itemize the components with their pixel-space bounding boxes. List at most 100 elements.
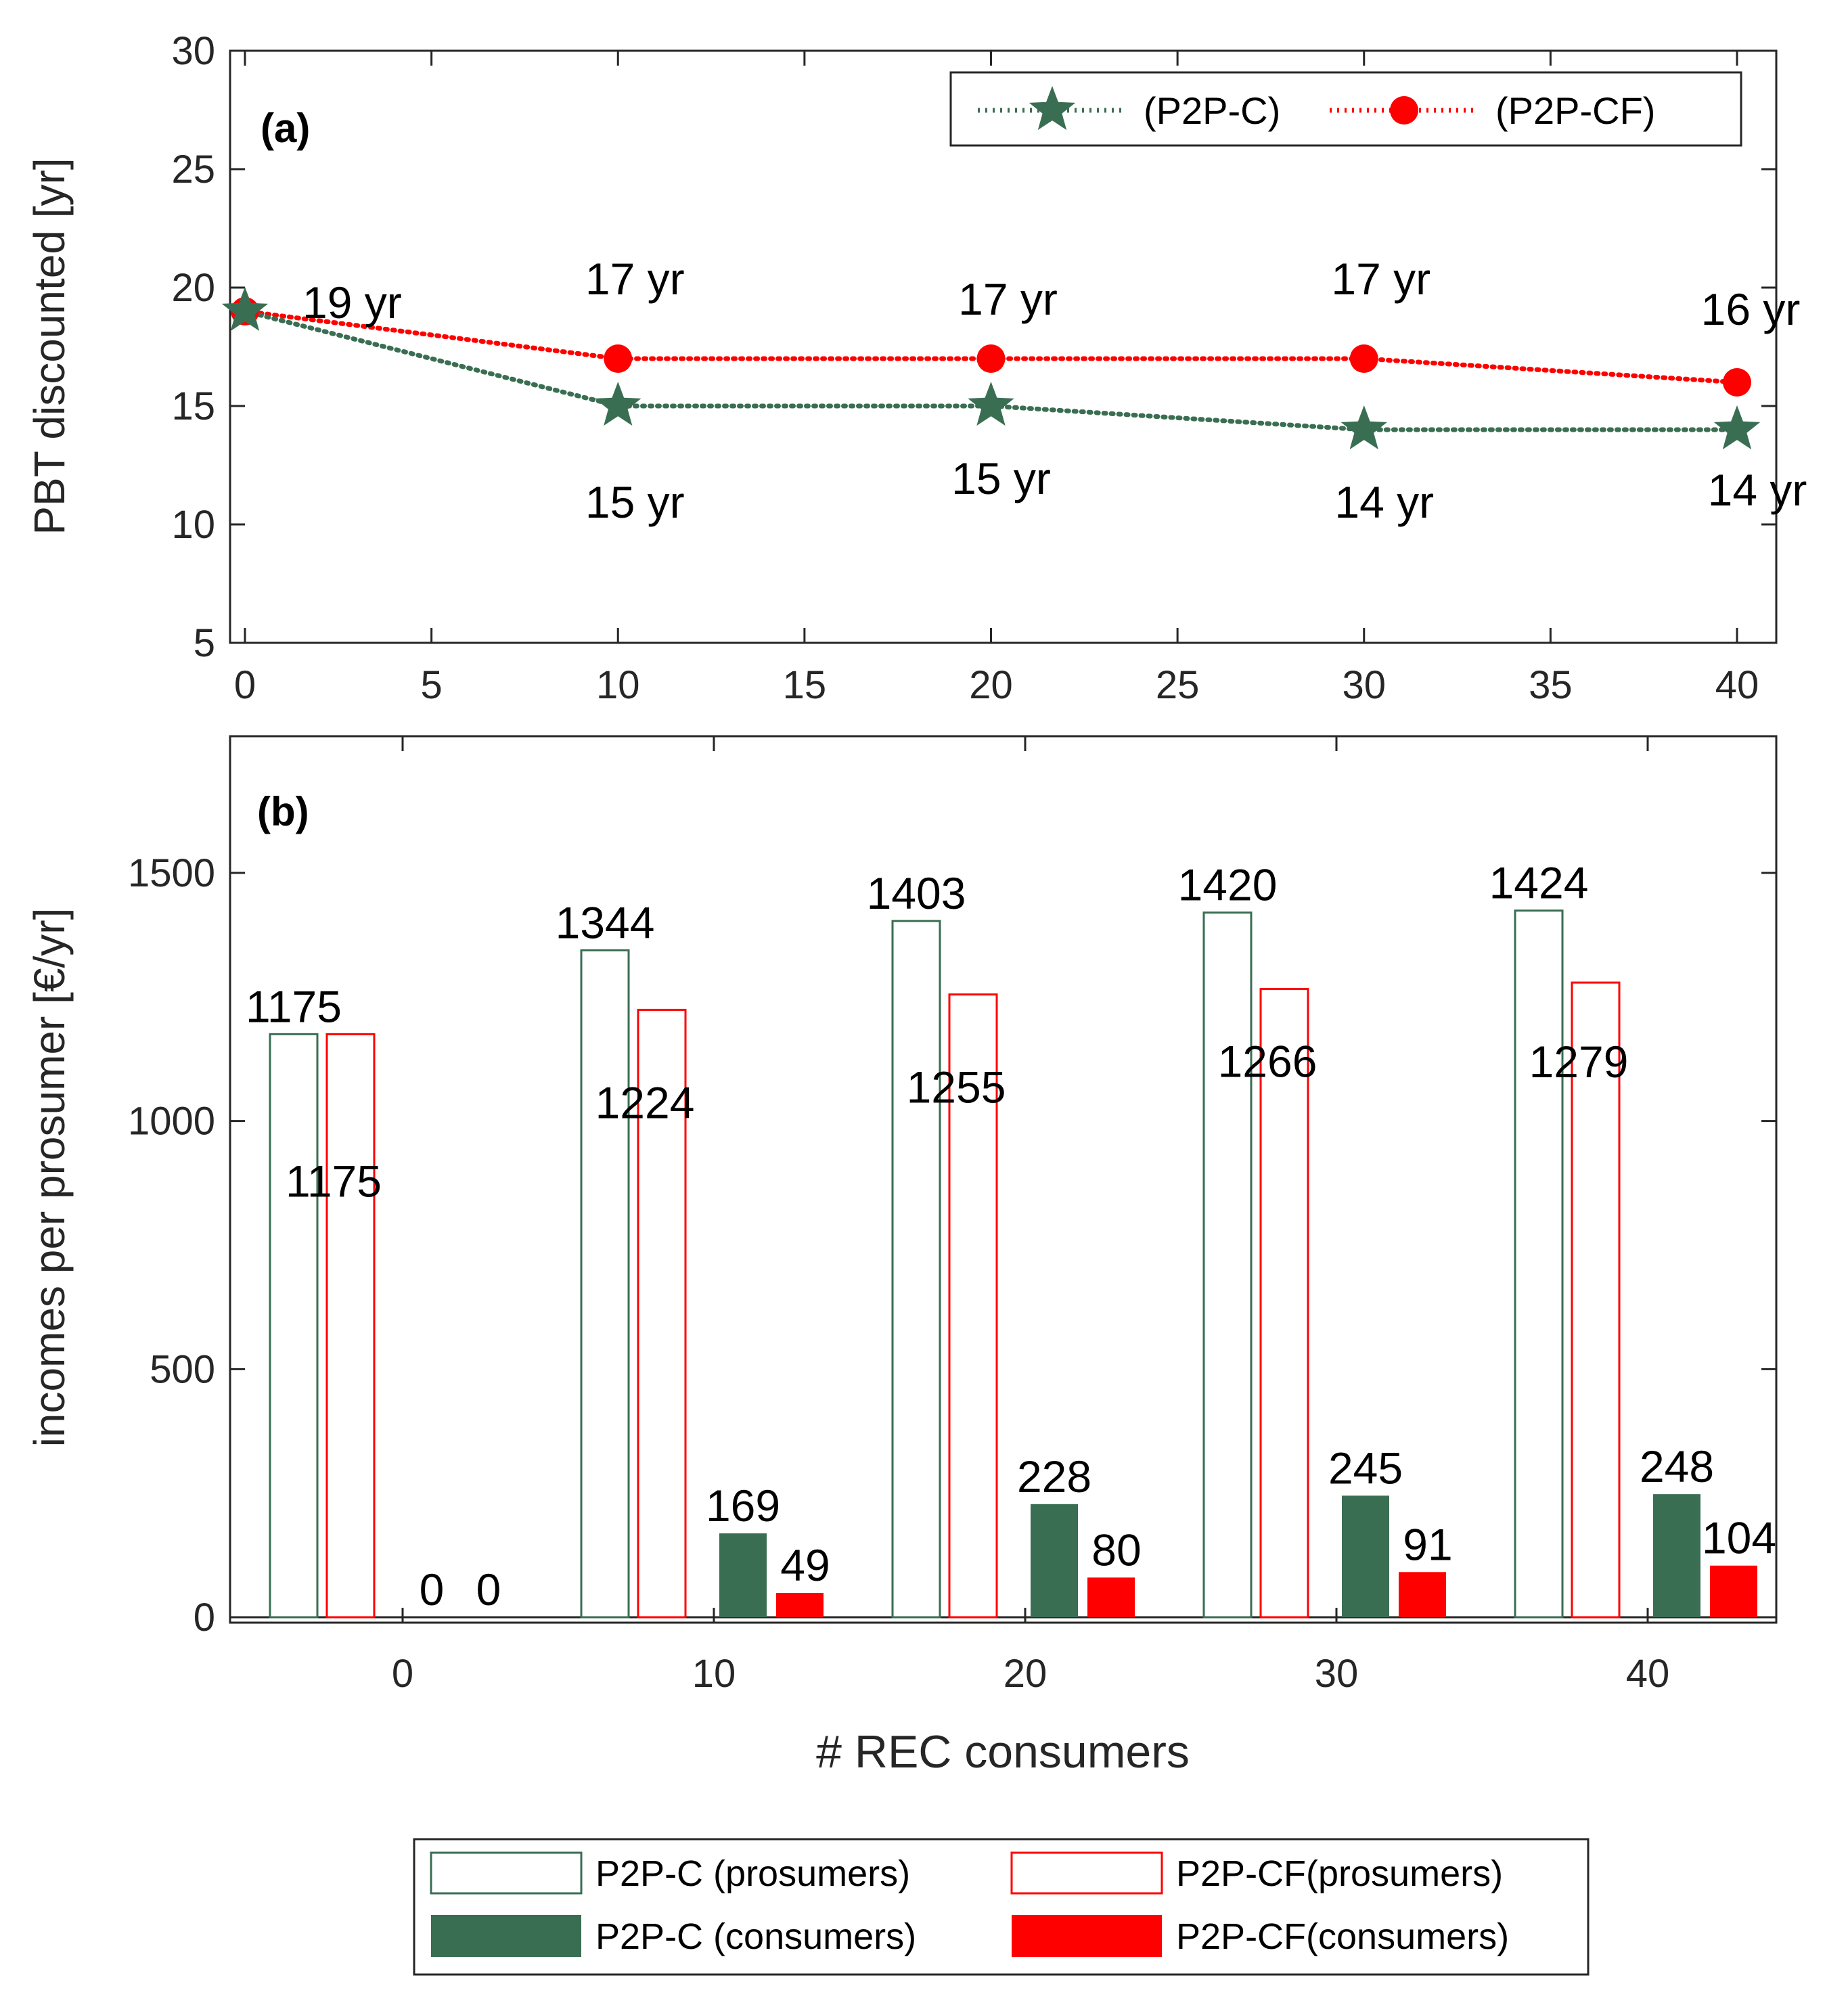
data-label-p2p-cf-consumers-: 104 — [1702, 1513, 1776, 1563]
data-label-p2p-cf: 16 yr — [1701, 284, 1801, 334]
panel-a-legend: (P2P-C) (P2P-CF) — [949, 71, 1742, 147]
panel-b-bars — [269, 909, 1757, 1619]
legend-b-swatch-outline-red — [1010, 1851, 1163, 1895]
legend-b-swatch-filled-red — [1012, 1915, 1162, 1957]
x-tick-label: 35 — [1529, 663, 1573, 707]
data-label-p2p-c-prosumers-: 1424 — [1489, 858, 1589, 908]
point-p2p-cf — [1723, 368, 1751, 397]
panel-a-data-labels: 19 yr 17 yr 15 yr 17 yr 15 yr 17 yr 14 yr 16 yr… — [302, 254, 1807, 527]
y-tick-label: 25 — [171, 148, 215, 191]
legend-b-p2p-cf-prosumers: P2P-CF(prosumers) — [1010, 1851, 1503, 1895]
data-label-p2p-c-prosumers-: 1420 — [1178, 860, 1278, 910]
bar-p2p-cf-consumers- — [1710, 1565, 1757, 1617]
panel-b-legend-box — [413, 1838, 1590, 1976]
data-label-p2p-cf-consumers-: 0 — [476, 1564, 501, 1615]
bar-p2p-c-prosumers- — [580, 949, 630, 1619]
data-label-p2p-c-consumers-: 248 — [1640, 1441, 1714, 1491]
data-label-p2p-cf: 17 yr — [958, 274, 1058, 324]
data-label-p2p-cf-consumers-: 80 — [1091, 1525, 1141, 1575]
bar-p2p-cf-prosumers- — [948, 993, 998, 1619]
panel-b-ticks: 0 500 1000 1500 0 10 20 30 40 — [128, 736, 1776, 1696]
point-p2p-c — [1340, 405, 1387, 450]
x-tick-label: 40 — [1715, 663, 1759, 707]
data-label-p2p-c: 15 yr — [951, 453, 1051, 503]
legend-b-label: P2P-CF(prosumers) — [1176, 1853, 1503, 1894]
legend-b-p2p-c-prosumers: P2P-C (prosumers) — [430, 1851, 910, 1895]
panel-a-label: (a) — [261, 106, 310, 151]
panel-b-bar-chart: 0 500 1000 1500 0 10 20 30 40 1175 1344 1403 1420 14… — [25, 735, 1778, 1778]
legend-b-label: P2P-C (consumers) — [595, 1916, 916, 1957]
x-tick-label: 20 — [1004, 1652, 1047, 1696]
point-p2p-c — [221, 287, 269, 332]
data-label-p2p-c-consumers-: 228 — [1017, 1451, 1091, 1502]
bar-p2p-cf-consumers- — [1087, 1577, 1135, 1617]
x-tick-label: 25 — [1156, 663, 1200, 707]
data-label-p2p-cf-prosumers-: 1224 — [595, 1077, 695, 1127]
legend-b-label: P2P-C (prosumers) — [595, 1853, 910, 1894]
legend-a-p2p-cf-label: (P2P-CF) — [1495, 89, 1655, 132]
bar-p2p-cf-consumers- — [1399, 1572, 1446, 1617]
legend-b-swatch-outline-green — [430, 1851, 583, 1895]
data-label-p2p-c-consumers-: 169 — [706, 1481, 780, 1531]
data-label-p2p-c-prosumers-: 1175 — [246, 981, 342, 1031]
data-label-p2p-c-prosumers-: 1344 — [556, 897, 655, 947]
y-tick-label: 30 — [171, 29, 215, 73]
point-p2p-cf — [976, 344, 1006, 373]
panel-b-x-axis-label: # REC consumers — [816, 1726, 1190, 1778]
x-tick-label: 40 — [1626, 1652, 1670, 1696]
data-label-p2p-cf-consumers-: 49 — [780, 1540, 830, 1590]
data-label-p2p-c: 15 yr — [585, 477, 685, 527]
bar-p2p-c-prosumers- — [1514, 909, 1564, 1619]
x-tick-label: 20 — [969, 663, 1013, 707]
legend-a-star-icon — [1029, 86, 1076, 131]
data-label-p2p-cf: 17 yr — [585, 254, 685, 304]
x-tick-label: 10 — [596, 663, 640, 707]
series-line-p2p-cf — [242, 309, 1740, 385]
legend-a-p2p-cf: (P2P-CF) — [1330, 89, 1655, 132]
bar-p2p-c-prosumers- — [891, 920, 941, 1619]
legend-b-p2p-cf-consumers: P2P-CF(consumers) — [1012, 1915, 1509, 1957]
bar-p2p-cf-prosumers- — [1259, 988, 1309, 1619]
data-label-p2p-cf: 17 yr — [1331, 254, 1430, 304]
bar-p2p-c-consumers- — [719, 1533, 767, 1617]
point-p2p-cf — [1349, 344, 1378, 373]
legend-a-p2p-c-label: (P2P-C) — [1144, 89, 1280, 132]
data-label-p2p-cf-prosumers-: 1279 — [1529, 1037, 1629, 1087]
data-label-p2p-cf-prosumers-: 1175 — [286, 1156, 382, 1206]
bar-p2p-c-consumers- — [1653, 1494, 1700, 1617]
bar-p2p-cf-prosumers- — [637, 1008, 687, 1619]
panel-a-plot-area — [229, 49, 1778, 644]
y-tick-label: 20 — [171, 266, 215, 310]
point-p2p-c — [595, 382, 641, 426]
data-label-p2p-c: 14 yr — [1334, 477, 1434, 527]
point-p2p-c — [1713, 405, 1761, 450]
x-tick-label: 0 — [392, 1652, 413, 1696]
data-label-p2p-c-consumers-: 245 — [1328, 1443, 1403, 1493]
x-tick-label: 30 — [1315, 1652, 1359, 1696]
data-label-p2p-cf: 19 yr — [302, 277, 402, 328]
panel-a-y-axis-label: PBT discounted [yr] — [25, 158, 74, 535]
y-tick-label: 10 — [171, 503, 215, 547]
point-p2p-cf — [604, 344, 633, 373]
legend-b-label: P2P-CF(consumers) — [1176, 1916, 1509, 1957]
legend-b-p2p-c-consumers: P2P-C (consumers) — [431, 1915, 916, 1957]
x-tick-label: 10 — [692, 1652, 736, 1696]
data-label-p2p-cf-prosumers-: 1255 — [907, 1062, 1006, 1112]
bar-p2p-cf-prosumers- — [1571, 981, 1621, 1619]
legend-b-swatch-filled-green — [431, 1915, 581, 1957]
data-label-p2p-c-consumers-: 0 — [420, 1564, 445, 1615]
panel-a-markers — [221, 287, 1761, 450]
point-p2p-c — [968, 382, 1014, 426]
panel-b-label: (b) — [257, 789, 309, 834]
y-tick-label: 1000 — [128, 1100, 215, 1144]
bar-p2p-c-prosumers- — [1202, 911, 1253, 1619]
y-tick-label: 1500 — [128, 851, 215, 895]
x-tick-label: 30 — [1342, 663, 1386, 707]
y-tick-label: 15 — [171, 384, 215, 428]
bar-p2p-c-consumers- — [1031, 1504, 1078, 1617]
x-tick-label: 0 — [234, 663, 256, 707]
bar-p2p-c-prosumers- — [269, 1033, 319, 1619]
